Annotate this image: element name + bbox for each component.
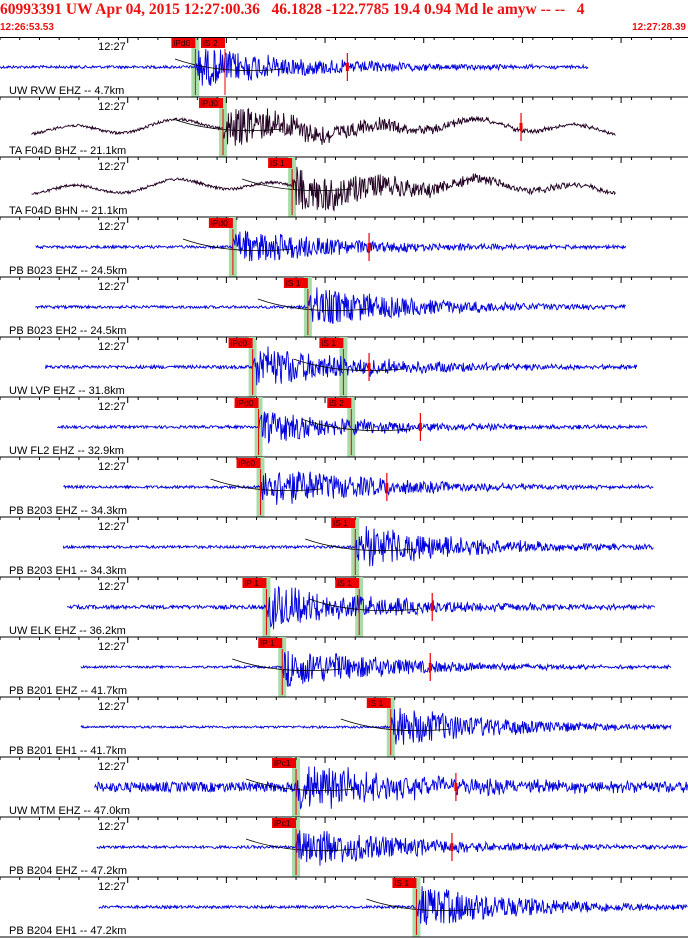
pick-box — [272, 818, 297, 828]
amplitude-mark-box — [430, 603, 434, 611]
pick-label: iPc0 — [231, 338, 248, 348]
amplitude-mark-box — [450, 843, 454, 851]
pick-box — [228, 338, 253, 348]
amplitude-mark-box — [418, 423, 422, 431]
pick-box — [242, 578, 267, 588]
pick-box — [366, 698, 391, 708]
waveform — [62, 526, 654, 567]
pick-box — [199, 98, 224, 108]
minute-label: 12:27 — [98, 221, 126, 233]
pick-box — [258, 638, 283, 648]
minute-label: 12:27 — [98, 701, 126, 713]
minute-label: 12:27 — [98, 41, 126, 53]
minute-label: 12:27 — [98, 521, 126, 533]
pick-box — [392, 878, 417, 888]
minute-label: 12:27 — [98, 761, 126, 773]
pick-box — [268, 158, 293, 168]
pick-box — [335, 578, 360, 588]
station-label: UW LVP EHZ -- 31.8km — [9, 385, 125, 397]
minute-label: 12:27 — [98, 821, 126, 833]
amplitude-mark-box — [385, 483, 389, 491]
amplitude-mark-box — [367, 243, 371, 251]
station-label: PB B203 EH1 -- 34.3km — [9, 565, 126, 577]
minute-label: 12:27 — [98, 581, 126, 593]
pick-label: iPd0 — [173, 38, 190, 48]
pick-label: iS 1 — [321, 338, 336, 348]
pick-label: iPc1 — [274, 818, 291, 828]
waveform — [96, 830, 688, 866]
pick-label: iS 2 — [203, 38, 218, 48]
station-label: UW RVW EHZ -- 4.7km — [9, 85, 124, 97]
start-time: 12:26:53.53 — [0, 22, 54, 33]
pick-label: iPd0 — [201, 98, 218, 108]
end-time: 12:27:28.39 — [632, 22, 686, 33]
waveform — [80, 650, 672, 687]
waveform — [0, 48, 589, 86]
pick-label: iP 1 — [244, 578, 259, 588]
pick-box — [319, 338, 344, 348]
pick-label: iPc1 — [274, 758, 291, 768]
pick-label: iS 1 — [394, 878, 409, 888]
pick-label: iPc0 — [239, 458, 256, 468]
header: 60993391 UW Apr 04, 2015 12:27:00.36 46.… — [0, 0, 688, 37]
waveform — [98, 886, 688, 925]
minute-label: 12:27 — [98, 461, 126, 473]
station-label: PB B204 EHZ -- 47.2km — [9, 865, 127, 877]
pick-label: iPd0 — [237, 398, 254, 408]
station-label: TA F04D BHN -- 21.1km — [9, 205, 127, 217]
pick-label: iS 1 — [369, 698, 384, 708]
waveform — [31, 166, 616, 212]
minute-label: 12:27 — [98, 641, 126, 653]
amplitude-mark-box — [454, 783, 458, 791]
pick-box — [171, 38, 196, 48]
travel-curve — [340, 718, 451, 732]
amplitude-mark-box — [367, 363, 371, 371]
station-label: PB B201 EHZ -- 41.7km — [9, 685, 127, 697]
station-label: PB B023 EHZ -- 24.5km — [9, 265, 127, 277]
pick-label: iS 1 — [337, 578, 352, 588]
waveform — [57, 411, 648, 445]
waveform — [66, 585, 656, 630]
station-label: PB B204 EH1 -- 47.2km — [9, 925, 126, 937]
pick-box — [272, 758, 297, 768]
waveform — [80, 707, 672, 745]
waveform — [35, 287, 626, 325]
minute-label: 12:27 — [98, 401, 126, 413]
waveform — [44, 346, 638, 386]
minute-label: 12:27 — [98, 161, 126, 173]
station-label: UW FL2 EHZ -- 32.9km — [9, 445, 124, 457]
waveform — [94, 766, 688, 810]
station-label: UW ELK EHZ -- 36.2km — [9, 625, 126, 637]
pick-box — [208, 218, 233, 228]
station-label: UW MTM EHZ -- 47.0km — [9, 805, 130, 817]
amplitude-mark-box — [519, 123, 523, 131]
station-label: PB B023 EH2 -- 24.5km — [9, 325, 126, 337]
station-label: PB B203 EHZ -- 34.3km — [9, 505, 127, 517]
pick-box — [327, 398, 352, 408]
event-title: 60993391 UW Apr 04, 2015 12:27:00.36 46.… — [0, 1, 585, 18]
pick-box — [283, 278, 308, 288]
pick-box — [236, 458, 261, 468]
pick-label: iP 1 — [260, 638, 275, 648]
pick-box — [200, 38, 225, 48]
pick-box — [331, 518, 356, 528]
station-label: TA F04D BHZ -- 21.1km — [9, 145, 126, 157]
pick-box — [234, 398, 259, 408]
pick-label: iS 1 — [333, 518, 348, 528]
seismogram-plot: 12:27 iPd0 iS 2 UW RVW EHZ -- 4.7km 12:27 iPd… — [0, 37, 688, 938]
waveform — [63, 471, 654, 505]
amplitude-mark-box — [428, 663, 432, 671]
minute-label: 12:27 — [98, 341, 126, 353]
waveform — [35, 230, 627, 262]
pick-label: iS 2 — [329, 398, 344, 408]
pick-label: iS 1 — [286, 278, 301, 288]
minute-label: 12:27 — [98, 881, 126, 893]
pick-label: iS 1 — [270, 158, 285, 168]
minute-label: 12:27 — [98, 101, 126, 113]
minute-label: 12:27 — [98, 281, 126, 293]
station-label: PB B201 EH1 -- 41.7km — [9, 745, 126, 757]
waveform — [31, 107, 616, 146]
amplitude-mark-box — [345, 63, 349, 71]
pick-label: iPd0 — [211, 218, 228, 228]
